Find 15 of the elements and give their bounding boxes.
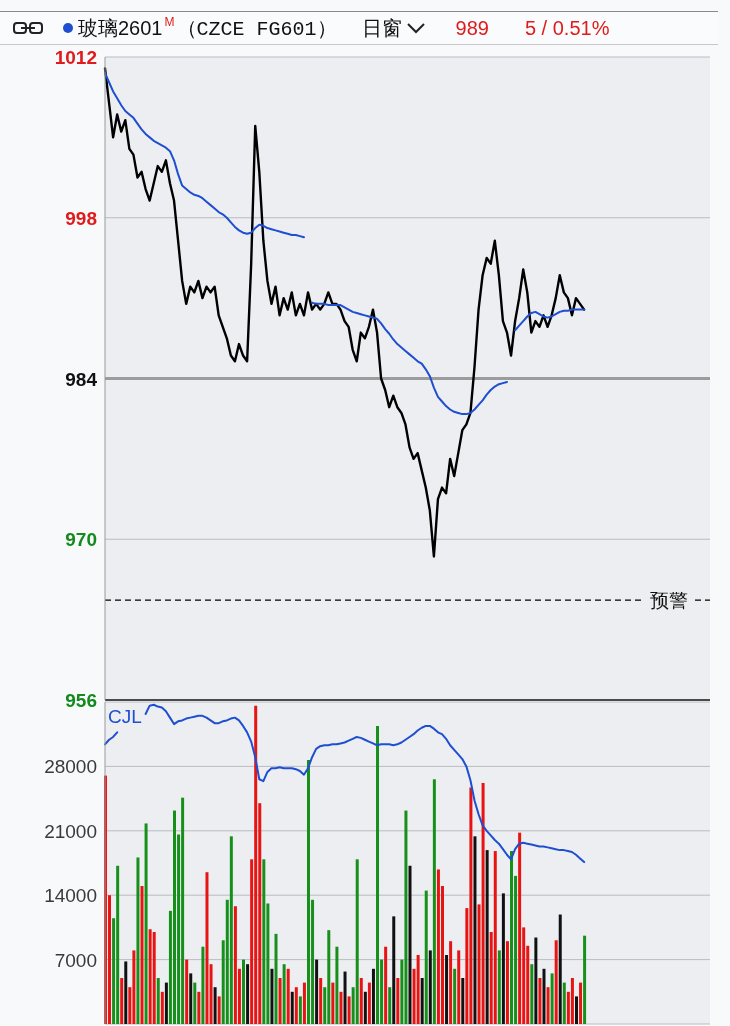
chart-subtitle: （CZCE FG601）	[176, 16, 337, 42]
text: 989	[455, 16, 489, 40]
y-tick-label: 21000	[44, 820, 97, 842]
y-tick-label: 998	[65, 207, 97, 229]
ref-line-label: 预警	[650, 589, 688, 611]
y-tick-label: 956	[65, 689, 97, 711]
y-tick-label: 28000	[44, 755, 97, 777]
y-tick-label: 1012	[54, 46, 97, 68]
text: 日窗	[361, 15, 402, 41]
y-tick-label: 14000	[44, 884, 97, 906]
chart-title: 玻璃2601$^{M}$	[78, 14, 175, 41]
y-tick-label: 970	[65, 528, 97, 550]
text: 5 / 0.51%	[524, 16, 610, 40]
y-tick-label: 7000	[54, 949, 97, 971]
y-tick-label: 984	[65, 368, 98, 389]
